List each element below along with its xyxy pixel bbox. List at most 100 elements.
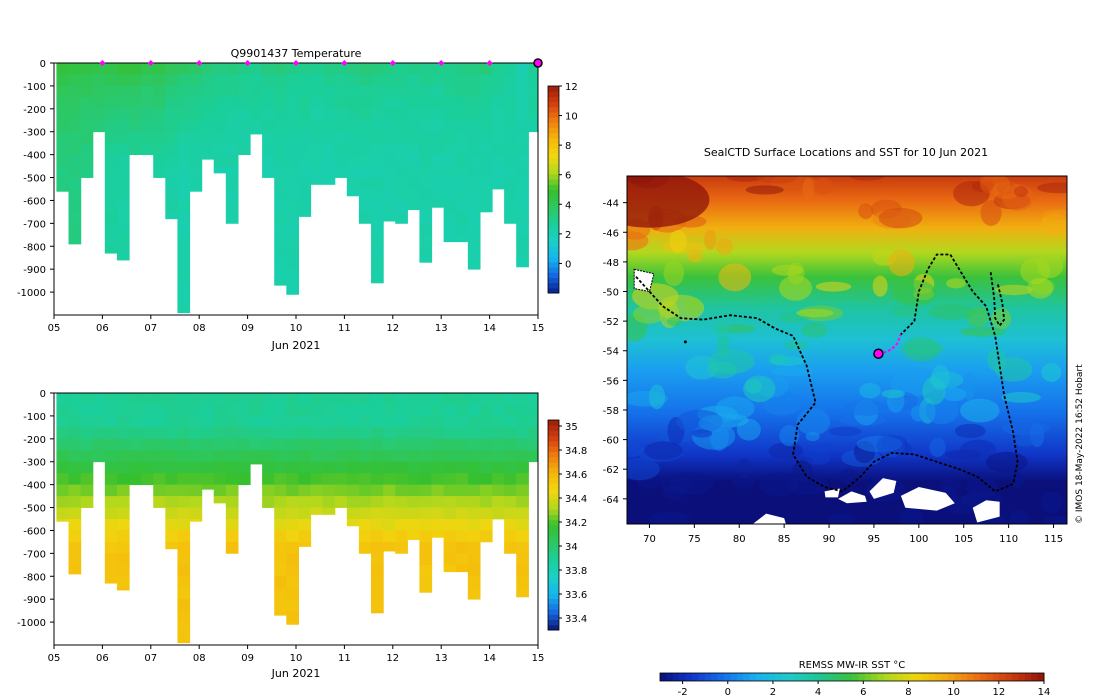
salinity-cell — [371, 473, 384, 486]
temperature-cell — [419, 223, 433, 236]
temperature-cell — [346, 143, 360, 156]
temperature-cell — [383, 108, 396, 121]
sst-texture-blob — [791, 460, 814, 483]
temperature-colorbar-label: 2 — [565, 230, 571, 241]
temperature-cell — [237, 63, 251, 75]
salinity-cell — [104, 461, 118, 474]
temperature-cell — [104, 85, 118, 98]
salinity-cell — [68, 530, 82, 543]
salinity-cell — [358, 404, 372, 417]
land-patch — [972, 500, 1000, 523]
salinity-cell — [358, 519, 372, 531]
salinity-cell — [455, 427, 469, 440]
temperature-cell — [225, 97, 239, 110]
salinity-cell — [213, 450, 227, 463]
salinity-cell — [177, 484, 191, 497]
salinity-cell — [250, 450, 263, 463]
temperature-cell — [225, 189, 239, 201]
salinity-cell — [262, 484, 275, 497]
temperature-cell — [274, 120, 287, 133]
salinity-cell — [177, 622, 191, 634]
salinity-cell — [467, 415, 481, 428]
temperature-cell — [286, 189, 300, 201]
salinity-cell — [56, 393, 70, 405]
temperature-cell — [213, 74, 227, 87]
temperature-cell — [104, 223, 118, 236]
salinity-cell — [528, 427, 538, 440]
salinity-cell — [383, 393, 396, 405]
salinity-cell — [129, 415, 142, 428]
sst-colorbar-swatch — [980, 673, 987, 681]
salinity-cell — [80, 404, 94, 417]
temperature-cell — [395, 177, 408, 190]
sst-texture-blob — [1040, 491, 1063, 514]
temperature-cell — [177, 131, 191, 144]
salinity-cell — [504, 473, 517, 486]
temperature-cell — [237, 97, 251, 110]
salinity-cell — [104, 450, 118, 463]
salinity-cell — [165, 415, 179, 428]
salinity-cell — [177, 473, 191, 486]
sst-colorbar-swatch — [743, 673, 751, 681]
temperature-cell — [177, 74, 191, 87]
salinity-colorbar-swatch — [548, 477, 559, 484]
salinity-cell — [286, 553, 300, 566]
sst-colorbar-swatch — [704, 673, 712, 681]
salinity-cell — [116, 553, 130, 566]
temperature-cell — [129, 85, 142, 98]
latest-profile-marker — [533, 58, 543, 68]
temperature-cell — [322, 154, 336, 167]
salinity-cell — [419, 576, 433, 589]
sst-texture-blob — [770, 366, 814, 377]
salinity-cell — [419, 587, 433, 593]
salinity-cell — [129, 461, 142, 474]
salinity-cell — [250, 393, 263, 405]
salinity-cell — [431, 484, 445, 497]
salinity-ytick-label: -700 — [23, 549, 46, 560]
salinity-cell — [68, 473, 82, 486]
sst-texture-blob — [812, 177, 834, 195]
temperature-cell — [443, 63, 457, 75]
temperature-colorbar-label: 8 — [565, 141, 571, 152]
sst-texture-blob — [796, 308, 834, 318]
sst-colorbar-swatch — [864, 673, 872, 681]
salinity-cell — [431, 393, 445, 405]
temperature-cell — [407, 120, 421, 133]
temperature-cell — [358, 154, 372, 167]
salinity-cell — [431, 496, 445, 508]
salinity-cell — [262, 427, 275, 440]
temperature-cell — [80, 143, 94, 156]
temperature-cell — [358, 97, 372, 110]
salinity-cell — [165, 393, 179, 405]
salinity-cell — [407, 427, 421, 440]
salinity-cell — [431, 438, 445, 451]
temperature-cell — [504, 166, 517, 178]
temperature-xtick-label: 11 — [338, 323, 351, 334]
salinity-cell — [334, 415, 348, 428]
temperature-cell — [371, 120, 384, 133]
salinity-cell — [371, 507, 384, 520]
salinity-cell — [419, 393, 433, 405]
sst-colorbar-swatch — [922, 673, 930, 681]
salinity-xtick-label: 13 — [435, 653, 448, 664]
temperature-cell — [455, 200, 469, 213]
temperature-cell — [528, 97, 538, 110]
temperature-cell — [298, 63, 312, 75]
salinity-cell — [371, 553, 384, 566]
salinity-cell — [153, 438, 166, 451]
salinity-cell — [225, 461, 239, 474]
salinity-cell — [80, 427, 94, 440]
temperature-cell — [407, 108, 421, 121]
temperature-cell — [528, 85, 538, 98]
salinity-cell — [334, 473, 348, 486]
salinity-cell — [262, 404, 275, 417]
sst-texture-blob — [648, 511, 690, 524]
temperature-cell — [407, 85, 421, 98]
temperature-cell — [165, 74, 179, 87]
salinity-cell — [346, 496, 360, 508]
temperature-xtick-label: 08 — [193, 323, 206, 334]
temperature-colorbar-swatch — [548, 153, 559, 159]
temperature-colorbar-swatch — [548, 282, 559, 289]
temperature-cell — [116, 257, 130, 261]
temperature-cell — [274, 211, 287, 224]
